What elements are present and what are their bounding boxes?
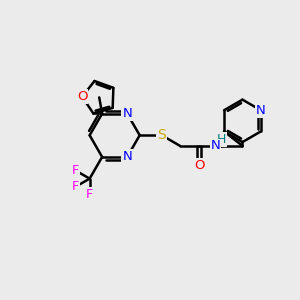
Text: N: N [122, 151, 132, 164]
Text: N: N [256, 104, 266, 117]
Text: H: H [217, 133, 226, 146]
Text: N: N [122, 107, 132, 120]
Text: S: S [158, 128, 166, 142]
Text: F: F [72, 180, 79, 193]
Text: F: F [72, 164, 79, 177]
Text: O: O [77, 90, 87, 103]
Text: N: N [211, 140, 221, 152]
Text: O: O [194, 159, 204, 172]
Text: F: F [86, 188, 93, 201]
